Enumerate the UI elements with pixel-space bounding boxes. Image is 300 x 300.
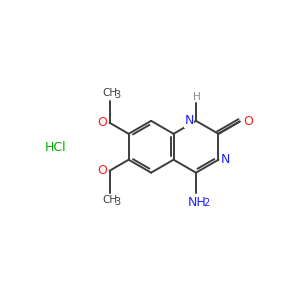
Text: O: O: [98, 116, 107, 129]
Text: NH: NH: [188, 196, 207, 208]
Text: O: O: [243, 115, 253, 128]
Text: N: N: [221, 153, 230, 166]
Text: N: N: [184, 114, 194, 127]
Text: 3: 3: [114, 90, 120, 100]
Text: 3: 3: [114, 197, 120, 207]
Text: O: O: [98, 164, 107, 177]
Text: CH: CH: [102, 195, 117, 205]
Text: HCl: HCl: [45, 141, 67, 154]
Text: CH: CH: [102, 88, 117, 98]
Text: 2: 2: [203, 198, 209, 208]
Text: H: H: [193, 92, 200, 102]
